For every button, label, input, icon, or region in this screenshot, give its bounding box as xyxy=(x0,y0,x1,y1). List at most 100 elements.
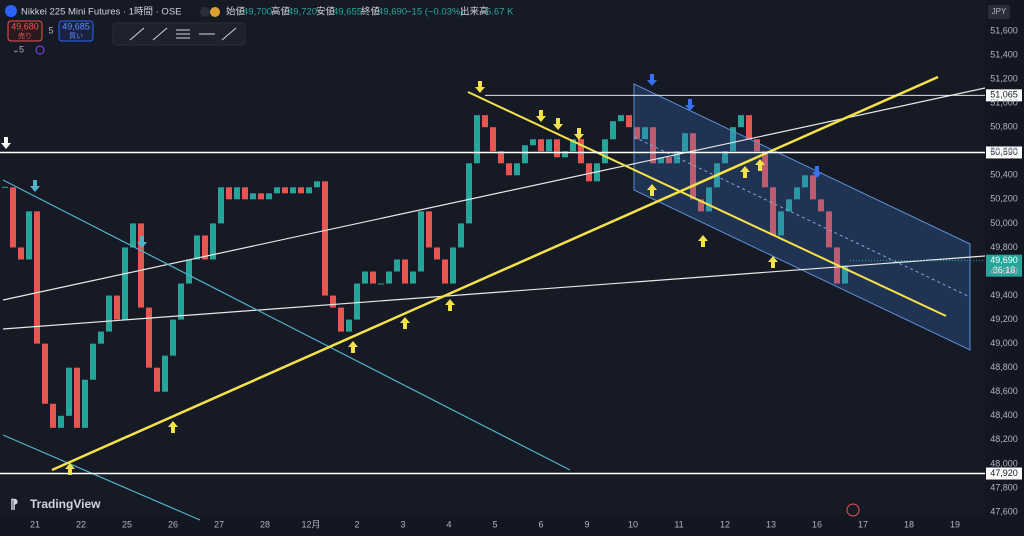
candle xyxy=(386,271,392,284)
candle xyxy=(794,187,800,200)
tool-icons[interactable] xyxy=(129,27,237,41)
candle xyxy=(570,139,576,152)
candle xyxy=(98,331,104,344)
down-arrow xyxy=(30,180,147,248)
candle xyxy=(826,211,832,248)
candle xyxy=(642,127,648,140)
change: −15 (−0.03%) xyxy=(406,7,464,18)
buy-button[interactable] xyxy=(58,20,94,42)
x-tick-label: 9 xyxy=(584,519,589,529)
candle xyxy=(458,223,464,248)
sell-button[interactable] xyxy=(7,20,43,42)
candle xyxy=(770,187,776,236)
buy-label[interactable]: 買い xyxy=(69,32,83,40)
alert-icon[interactable] xyxy=(846,503,860,517)
candle xyxy=(114,295,120,320)
candle xyxy=(410,271,416,284)
volume-label: 出来高 xyxy=(460,6,489,18)
candle xyxy=(138,223,144,308)
candle xyxy=(674,151,680,164)
y-tick-label: 50,400 xyxy=(990,170,1018,180)
indicator-count[interactable]: 5 xyxy=(19,44,24,54)
ohlc-value: 49,700 xyxy=(243,7,272,18)
status xyxy=(210,7,220,17)
candle xyxy=(362,271,368,284)
symbol: Nikkei 225 Mini Futures · 1時間 · OSE xyxy=(21,7,182,18)
candle xyxy=(658,157,664,164)
sell-price[interactable]: 49,680 xyxy=(11,21,39,31)
x-tick-label: 2 xyxy=(354,519,359,529)
x-tick-label: 13 xyxy=(766,519,776,529)
candle xyxy=(162,355,168,392)
sell-label[interactable]: 売り xyxy=(18,31,32,40)
y-tick-label: 50,800 xyxy=(990,122,1018,132)
candle xyxy=(402,259,408,284)
y-tick-label: 51,400 xyxy=(990,49,1018,59)
indicator-toggle[interactable]: ⌄ xyxy=(12,44,20,54)
trend-line xyxy=(2,255,986,330)
currency[interactable]: JPY xyxy=(992,7,1007,16)
candle xyxy=(738,115,744,128)
x-tick-label: 5 xyxy=(492,519,497,529)
candle xyxy=(282,187,288,194)
candle xyxy=(554,139,560,158)
candle xyxy=(394,259,400,272)
y-tick-label: 48,800 xyxy=(990,362,1018,372)
candle xyxy=(322,181,328,296)
x-tick-label: 26 xyxy=(168,519,178,529)
candle xyxy=(314,181,320,188)
y-tick-label: 51,000 xyxy=(990,98,1018,108)
y-tick-label: 49,800 xyxy=(990,242,1018,252)
candle xyxy=(66,367,72,416)
candle xyxy=(130,223,136,248)
y-tick-label: 48,400 xyxy=(990,410,1018,420)
level-label-box xyxy=(986,146,1022,159)
candle xyxy=(346,319,352,332)
y-tick-label: 49,400 xyxy=(990,290,1018,300)
channel-mid xyxy=(633,136,971,298)
candle xyxy=(426,211,432,248)
candle xyxy=(274,187,280,194)
down-arrow xyxy=(647,74,822,178)
x-tick-label: 19 xyxy=(950,519,960,529)
x-tick-label: 27 xyxy=(214,519,224,529)
candle xyxy=(330,295,336,308)
ohlc-value: 49,690 xyxy=(378,7,407,18)
status xyxy=(200,7,210,17)
level-label: 51,065 xyxy=(990,90,1018,100)
candle xyxy=(482,115,488,128)
trend-line xyxy=(2,434,201,521)
x-tick-label: 22 xyxy=(76,519,86,529)
candle xyxy=(82,379,88,428)
candle xyxy=(26,211,32,260)
currency-box[interactable] xyxy=(988,5,1010,19)
y-tick-label: 48,200 xyxy=(990,434,1018,444)
candle xyxy=(618,115,624,122)
y-tick-label: 48,000 xyxy=(990,458,1018,468)
x-tick-label: 12 xyxy=(720,519,730,529)
x-tick-label: 6 xyxy=(538,519,543,529)
candle xyxy=(74,367,80,428)
ohlc-label: 終値 xyxy=(361,6,381,18)
x-tick-label: 18 xyxy=(904,519,914,529)
y-tick-label: 50,600 xyxy=(990,146,1018,156)
candle xyxy=(746,115,752,140)
y-tick-label: 49,200 xyxy=(990,314,1018,324)
candle xyxy=(450,247,456,284)
buy-price[interactable]: 49,685 xyxy=(62,21,90,31)
y-tick-label: 47,800 xyxy=(990,482,1018,492)
candle xyxy=(10,187,16,248)
spread: 5 xyxy=(48,25,53,35)
ohlc-label: 始値 xyxy=(226,6,246,18)
candle xyxy=(218,187,224,224)
x-tick-label: 11 xyxy=(674,519,683,529)
candle xyxy=(42,343,48,404)
level-label-box xyxy=(986,89,1022,102)
x-tick-label: 16 xyxy=(812,519,822,529)
candle xyxy=(194,235,200,260)
level-label: 50,590 xyxy=(990,147,1018,157)
brand: TradingView xyxy=(30,497,101,511)
trend-line xyxy=(467,91,947,317)
down-arrow xyxy=(475,81,584,140)
